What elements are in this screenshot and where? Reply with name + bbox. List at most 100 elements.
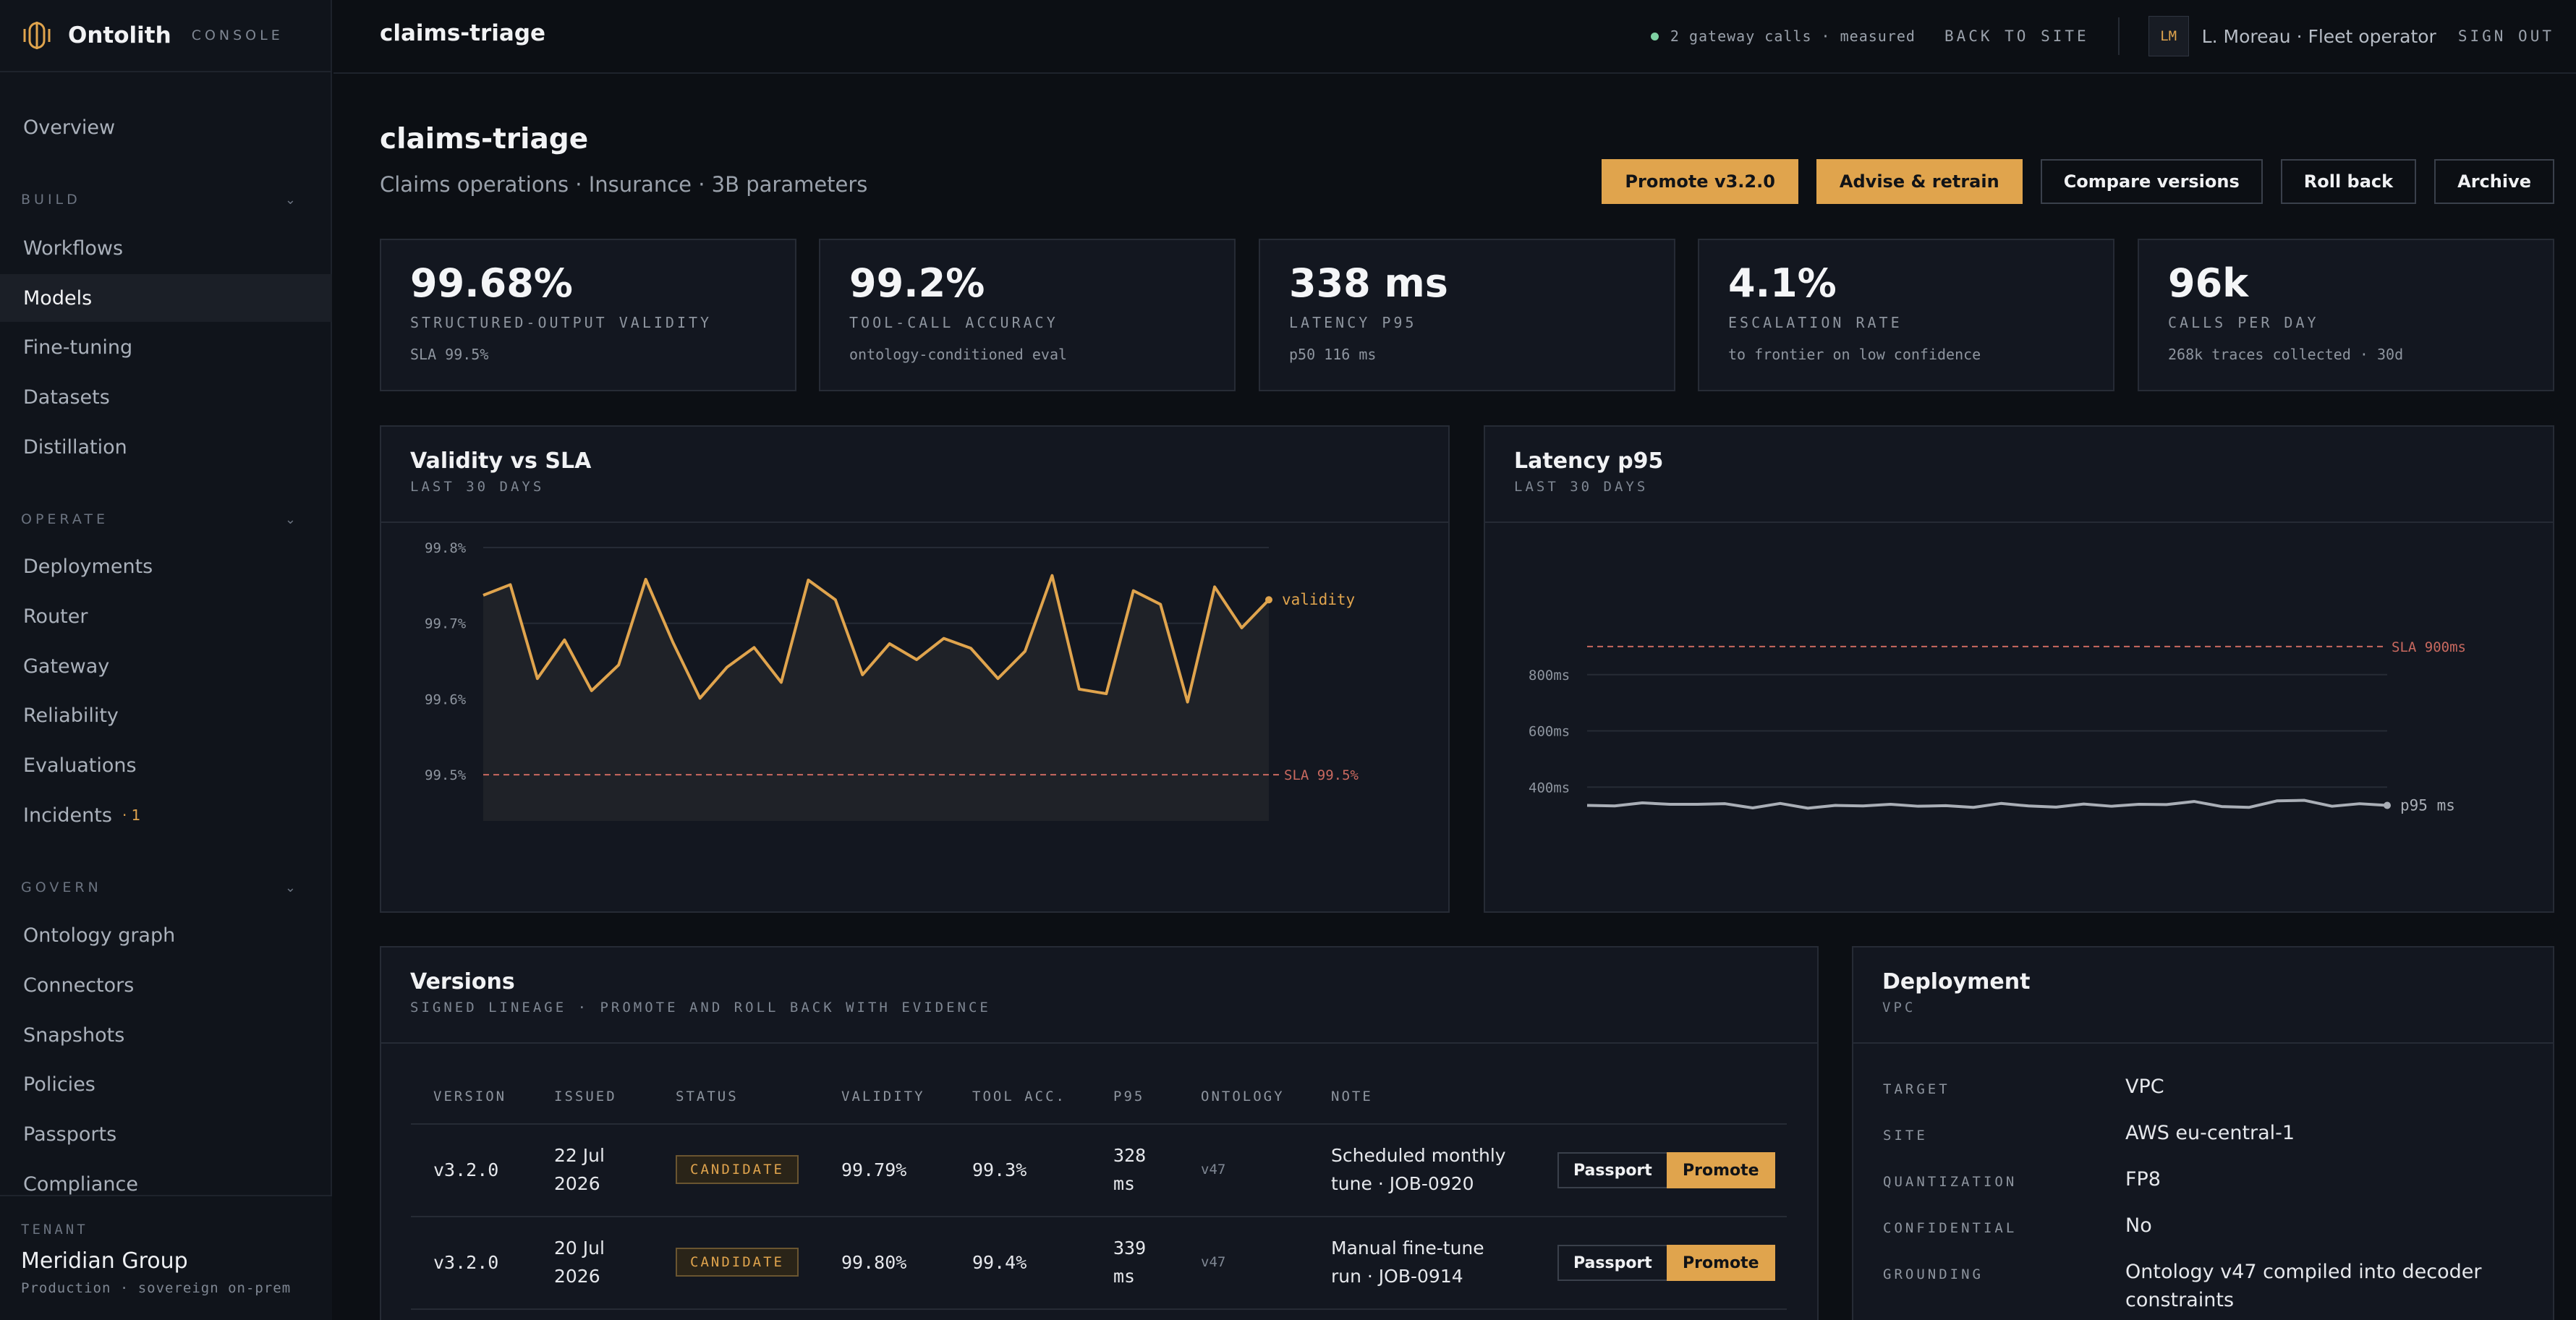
back-to-site-link[interactable]: BACK TO SITE	[1944, 27, 2089, 45]
latency-chart-panel: Latency p95 LAST 30 DAYS 800ms 600ms 400ms…	[1484, 425, 2554, 913]
nav-section-label: BUILD	[21, 192, 81, 208]
panel-header: Validity vs SLA LAST 30 DAYS	[381, 427, 1448, 523]
sign-out-link[interactable]: SIGN OUT	[2457, 27, 2554, 45]
tenant-switcher[interactable]: TENANT Meridian Group Production · sover…	[0, 1195, 332, 1320]
cell-note-line2: run · JOB-0914	[1331, 1266, 1463, 1287]
kpi-sub: 268k traces collected · 30d	[2168, 346, 2404, 363]
deployment-key-grounding: GROUNDING	[1883, 1266, 1984, 1282]
cell-ontology: v47	[1201, 1254, 1226, 1270]
kpi-sub: ontology-conditioned eval	[849, 346, 1068, 363]
breadcrumb: claims-triage	[380, 20, 546, 46]
kpi-label: ESCALATION RATE	[1728, 314, 1903, 331]
kpi-label: LATENCY P95	[1289, 314, 1417, 331]
row-promote-button[interactable]: Promote	[1667, 1245, 1775, 1281]
sidebar-item-reliability[interactable]: Reliability	[23, 704, 119, 727]
gateway-status: 2 gateway calls · measured	[1670, 27, 1916, 45]
panel-subtitle: SIGNED LINEAGE · PROMOTE AND ROLL BACK W…	[410, 1000, 991, 1015]
nav-section-govern[interactable]: GOVERN ⌄	[21, 877, 296, 898]
promote-button[interactable]: Promote v3.2.0	[1602, 159, 1798, 204]
row-promote-button[interactable]: Promote	[1667, 1152, 1775, 1188]
chevron-down-icon: ⌄	[284, 192, 296, 208]
deployment-key-quantization: QUANTIZATION	[1883, 1174, 2018, 1190]
cell-note-line1: Manual fine-tune	[1331, 1238, 1484, 1259]
cell-p95-value: 339	[1113, 1238, 1147, 1259]
column-header-validity[interactable]: VALIDITY	[841, 1089, 925, 1104]
passport-button[interactable]: Passport	[1557, 1245, 1668, 1281]
sidebar-item-ontology-graph[interactable]: Ontology graph	[23, 924, 176, 947]
status-badge: CANDIDATE	[676, 1155, 799, 1184]
kpi-value: 99.2%	[849, 260, 985, 306]
cell-issued-date: 20 Jul	[554, 1238, 605, 1259]
sidebar-item-overview[interactable]: Overview	[23, 116, 116, 139]
sidebar-item-datasets[interactable]: Datasets	[23, 386, 110, 409]
column-header-tool-acc[interactable]: TOOL ACC.	[972, 1089, 1066, 1104]
cell-p95-unit: ms	[1113, 1266, 1136, 1287]
y-tick-label: 800ms	[1529, 668, 1570, 684]
validity-chart-panel: Validity vs SLA LAST 30 DAYS 99.8% 99.7% 9…	[380, 425, 1450, 913]
nav-section-operate[interactable]: OPERATE ⌄	[21, 508, 296, 530]
versions-panel: Versions SIGNED LINEAGE · PROMOTE AND RO…	[380, 946, 1819, 1320]
kpi-value: 338 ms	[1289, 260, 1448, 306]
deployment-panel: Deployment VPC	[1852, 946, 2554, 1320]
compare-versions-button[interactable]: Compare versions	[2040, 159, 2263, 204]
panel-subtitle: LAST 30 DAYS	[410, 479, 545, 495]
table-row-divider	[411, 1216, 1787, 1217]
nav-section-build[interactable]: BUILD ⌄	[21, 189, 296, 210]
sidebar-item-models[interactable]: Models	[0, 274, 332, 322]
column-header-p95[interactable]: P95	[1113, 1089, 1145, 1104]
sidebar-item-fine-tuning[interactable]: Fine-tuning	[23, 336, 133, 359]
column-header-ontology[interactable]: ONTOLOGY	[1201, 1089, 1285, 1104]
incidents-count-badge: · 1	[122, 806, 141, 824]
panel-header: Deployment VPC	[1853, 948, 2553, 1044]
deployment-key-confidential: CONFIDENTIAL	[1883, 1220, 2018, 1236]
archive-button[interactable]: Archive	[2434, 159, 2554, 204]
kpi-sub: to frontier on low confidence	[1728, 346, 1981, 363]
series-end-point	[1265, 596, 1272, 604]
column-header-note[interactable]: NOTE	[1331, 1089, 1373, 1104]
deployment-value-quantization: FP8	[2125, 1168, 2161, 1191]
top-bar: claims-triage 2 gateway calls · measured…	[333, 0, 2576, 74]
sidebar-item-router[interactable]: Router	[23, 605, 88, 628]
roll-back-button[interactable]: Roll back	[2280, 159, 2417, 204]
brand[interactable]: Ontolith CONSOLE	[0, 0, 332, 72]
y-tick-label: 600ms	[1529, 724, 1570, 740]
cell-validity: 99.80%	[841, 1252, 907, 1273]
chevron-down-icon: ⌄	[284, 511, 296, 527]
tenant-name: Meridian Group	[21, 1248, 188, 1274]
sidebar-item-passports[interactable]: Passports	[23, 1123, 117, 1146]
column-header-issued[interactable]: ISSUED	[554, 1089, 617, 1104]
sidebar-item-policies[interactable]: Policies	[23, 1073, 95, 1096]
y-tick-label: 400ms	[1529, 780, 1570, 796]
cell-version: v3.2.0	[433, 1252, 499, 1273]
sidebar-item-gateway[interactable]: Gateway	[23, 655, 110, 678]
y-tick-label: 99.7%	[425, 616, 467, 632]
ontolith-logo-icon	[23, 22, 51, 49]
sidebar-item-evaluations[interactable]: Evaluations	[23, 754, 137, 777]
panel-title: Versions	[410, 969, 515, 995]
cell-p95-unit: ms	[1113, 1173, 1136, 1194]
sidebar-item-deployments[interactable]: Deployments	[23, 555, 153, 578]
kpi-card-tool-accuracy: 99.2% TOOL-CALL ACCURACY ontology-condit…	[819, 239, 1236, 391]
cell-issued-date: 22 Jul	[554, 1145, 605, 1166]
sidebar-item-compliance[interactable]: Compliance	[23, 1172, 138, 1196]
status-dot-icon	[1650, 32, 1659, 41]
avatar[interactable]: LM	[2148, 16, 2189, 56]
sidebar-item-distillation[interactable]: Distillation	[23, 435, 127, 459]
y-tick-label: 99.8%	[425, 540, 467, 556]
cell-tool-acc: 99.4%	[972, 1252, 1027, 1273]
sidebar-item-workflows[interactable]: Workflows	[23, 237, 124, 260]
sidebar-item-snapshots[interactable]: Snapshots	[23, 1023, 125, 1047]
advise-retrain-button[interactable]: Advise & retrain	[1816, 159, 2023, 204]
cell-p95-value: 328	[1113, 1145, 1147, 1166]
passport-button[interactable]: Passport	[1557, 1152, 1668, 1188]
column-header-version[interactable]: VERSION	[433, 1089, 507, 1104]
latency-chart: 800ms 600ms 400ms SLA 900ms p95 ms	[1529, 639, 2466, 814]
series-label: validity	[1282, 591, 1355, 608]
column-header-status[interactable]: STATUS	[676, 1089, 739, 1104]
panel-header: Versions SIGNED LINEAGE · PROMOTE AND RO…	[381, 948, 1817, 1044]
sidebar-item-incidents[interactable]: Incidents · 1	[0, 791, 332, 839]
sidebar-item-connectors[interactable]: Connectors	[23, 974, 135, 997]
kpi-sub: p50 116 ms	[1289, 346, 1377, 363]
cell-issued-year: 2026	[554, 1266, 600, 1287]
console-label: CONSOLE	[191, 27, 284, 43]
